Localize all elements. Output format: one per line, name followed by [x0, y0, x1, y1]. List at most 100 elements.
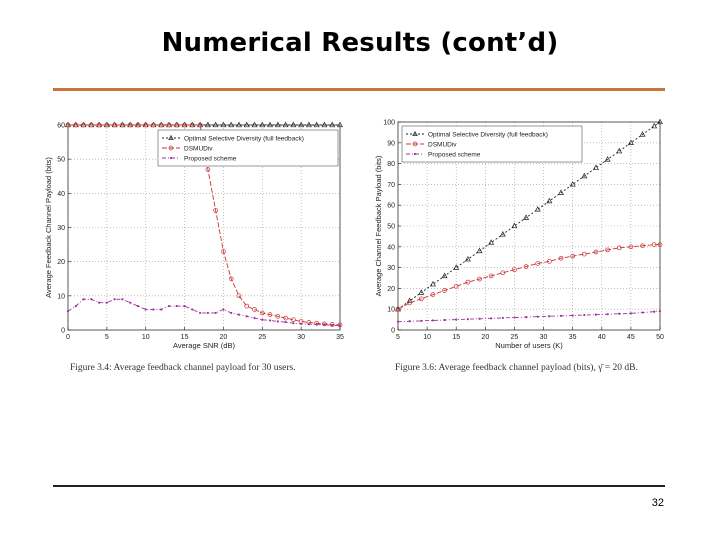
legend-marker [413, 152, 417, 156]
data-point-triangle [441, 272, 448, 279]
data-point-dot [300, 322, 303, 325]
y-tick-label: 60 [57, 123, 65, 130]
caption-right: Figure 3.6: Average feedback channel pay… [395, 363, 638, 373]
data-point-dot [420, 319, 423, 322]
data-point-circle [512, 267, 517, 273]
data-point-dot [82, 298, 85, 301]
data-point-dot [408, 320, 411, 323]
data-point-circle [174, 122, 180, 128]
data-point-triangle [290, 121, 297, 128]
slide-title: Numerical Results (cont’d) [161, 28, 559, 58]
data-point-circle [616, 245, 622, 251]
y-tick-label: 100 [383, 120, 395, 127]
data-point-dot [594, 313, 598, 316]
data-point-circle [477, 276, 482, 282]
data-point-triangle [305, 121, 312, 128]
x-tick-label: 15 [452, 334, 460, 341]
y-tick-label: 30 [57, 225, 65, 232]
data-point-dot [175, 304, 178, 308]
data-point-dot [261, 318, 264, 321]
legend-marker [169, 156, 173, 160]
data-point-dot [292, 322, 295, 325]
series-line-3 [67, 298, 341, 327]
y-tick-label: 80 [387, 161, 395, 168]
data-point-dot [443, 318, 446, 322]
data-point-dot [641, 311, 644, 314]
data-point-dot [105, 301, 108, 304]
data-point-circle [81, 122, 86, 128]
data-point-dot [490, 317, 493, 320]
data-point-triangle [581, 172, 588, 179]
data-point-circle [337, 322, 343, 328]
data-point-circle [488, 273, 494, 279]
series-line-2 [397, 244, 660, 310]
y-tick-label: 0 [61, 328, 65, 335]
data-point-triangle [212, 121, 219, 128]
x-tick-label: 30 [297, 334, 305, 341]
data-point-triangle [616, 147, 623, 154]
data-point-dot [144, 308, 147, 311]
data-point-triangle [274, 121, 281, 128]
data-point-circle [657, 242, 663, 248]
x-axis-label: Number of users (K) [495, 341, 563, 350]
data-point-dot [268, 319, 272, 322]
data-point-circle [500, 270, 506, 276]
page-number: 32 [651, 497, 664, 509]
legend-label: Optimal Selective Diversity (full feedba… [184, 136, 304, 143]
data-point-dot [323, 323, 326, 326]
y-tick-label: 90 [387, 140, 395, 147]
x-axis-label: Average SNR (dB) [173, 341, 235, 350]
data-point-circle [442, 288, 447, 293]
data-point-circle [593, 249, 599, 255]
y-tick-label: 40 [387, 244, 395, 251]
data-point-dot [315, 323, 318, 326]
data-point-circle [166, 122, 172, 128]
data-point-circle [143, 122, 149, 128]
x-tick-label: 45 [627, 334, 635, 341]
data-point-dot [245, 315, 248, 318]
data-point-dot [548, 315, 551, 318]
data-point-circle [570, 253, 576, 259]
data-point-circle [189, 122, 195, 128]
data-point-dot [214, 311, 217, 315]
data-point-dot [136, 304, 140, 308]
data-point-dot [284, 321, 287, 324]
data-point-circle [197, 122, 203, 128]
data-point-triangle [298, 121, 305, 128]
data-point-triangle [337, 121, 343, 128]
data-point-triangle [228, 121, 235, 128]
data-point-dot [230, 311, 233, 315]
data-point-dot [536, 315, 539, 318]
data-point-triangle [406, 297, 413, 304]
y-tick-label: 10 [57, 293, 65, 300]
x-tick-label: 35 [336, 334, 344, 341]
data-point-circle [329, 322, 335, 327]
data-point-dot [559, 314, 563, 317]
data-point-circle [120, 122, 125, 128]
data-point-triangle [639, 131, 646, 137]
data-point-dot [583, 313, 586, 317]
y-tick-label: 60 [387, 203, 395, 210]
y-tick-label: 50 [387, 224, 395, 231]
data-point-circle [465, 279, 471, 285]
data-point-triangle [511, 222, 518, 229]
data-point-triangle [235, 121, 242, 128]
legend-marker [412, 130, 418, 136]
y-tick-label: 20 [57, 259, 65, 266]
data-point-dot [222, 308, 225, 311]
data-point-circle [221, 249, 226, 254]
data-point-circle [535, 261, 541, 266]
data-point-dot [524, 316, 528, 319]
data-point-triangle [534, 206, 541, 212]
data-point-circle [547, 259, 552, 264]
data-point-circle [605, 247, 610, 253]
data-point-dot [501, 316, 504, 320]
data-point-circle [651, 242, 657, 248]
data-point-dot [90, 298, 93, 301]
data-point-triangle [569, 181, 576, 187]
data-point-dot [160, 308, 163, 311]
data-point-dot [199, 311, 202, 315]
data-point-circle [252, 307, 257, 312]
data-point-circle [182, 122, 187, 128]
data-point-circle [523, 264, 529, 269]
